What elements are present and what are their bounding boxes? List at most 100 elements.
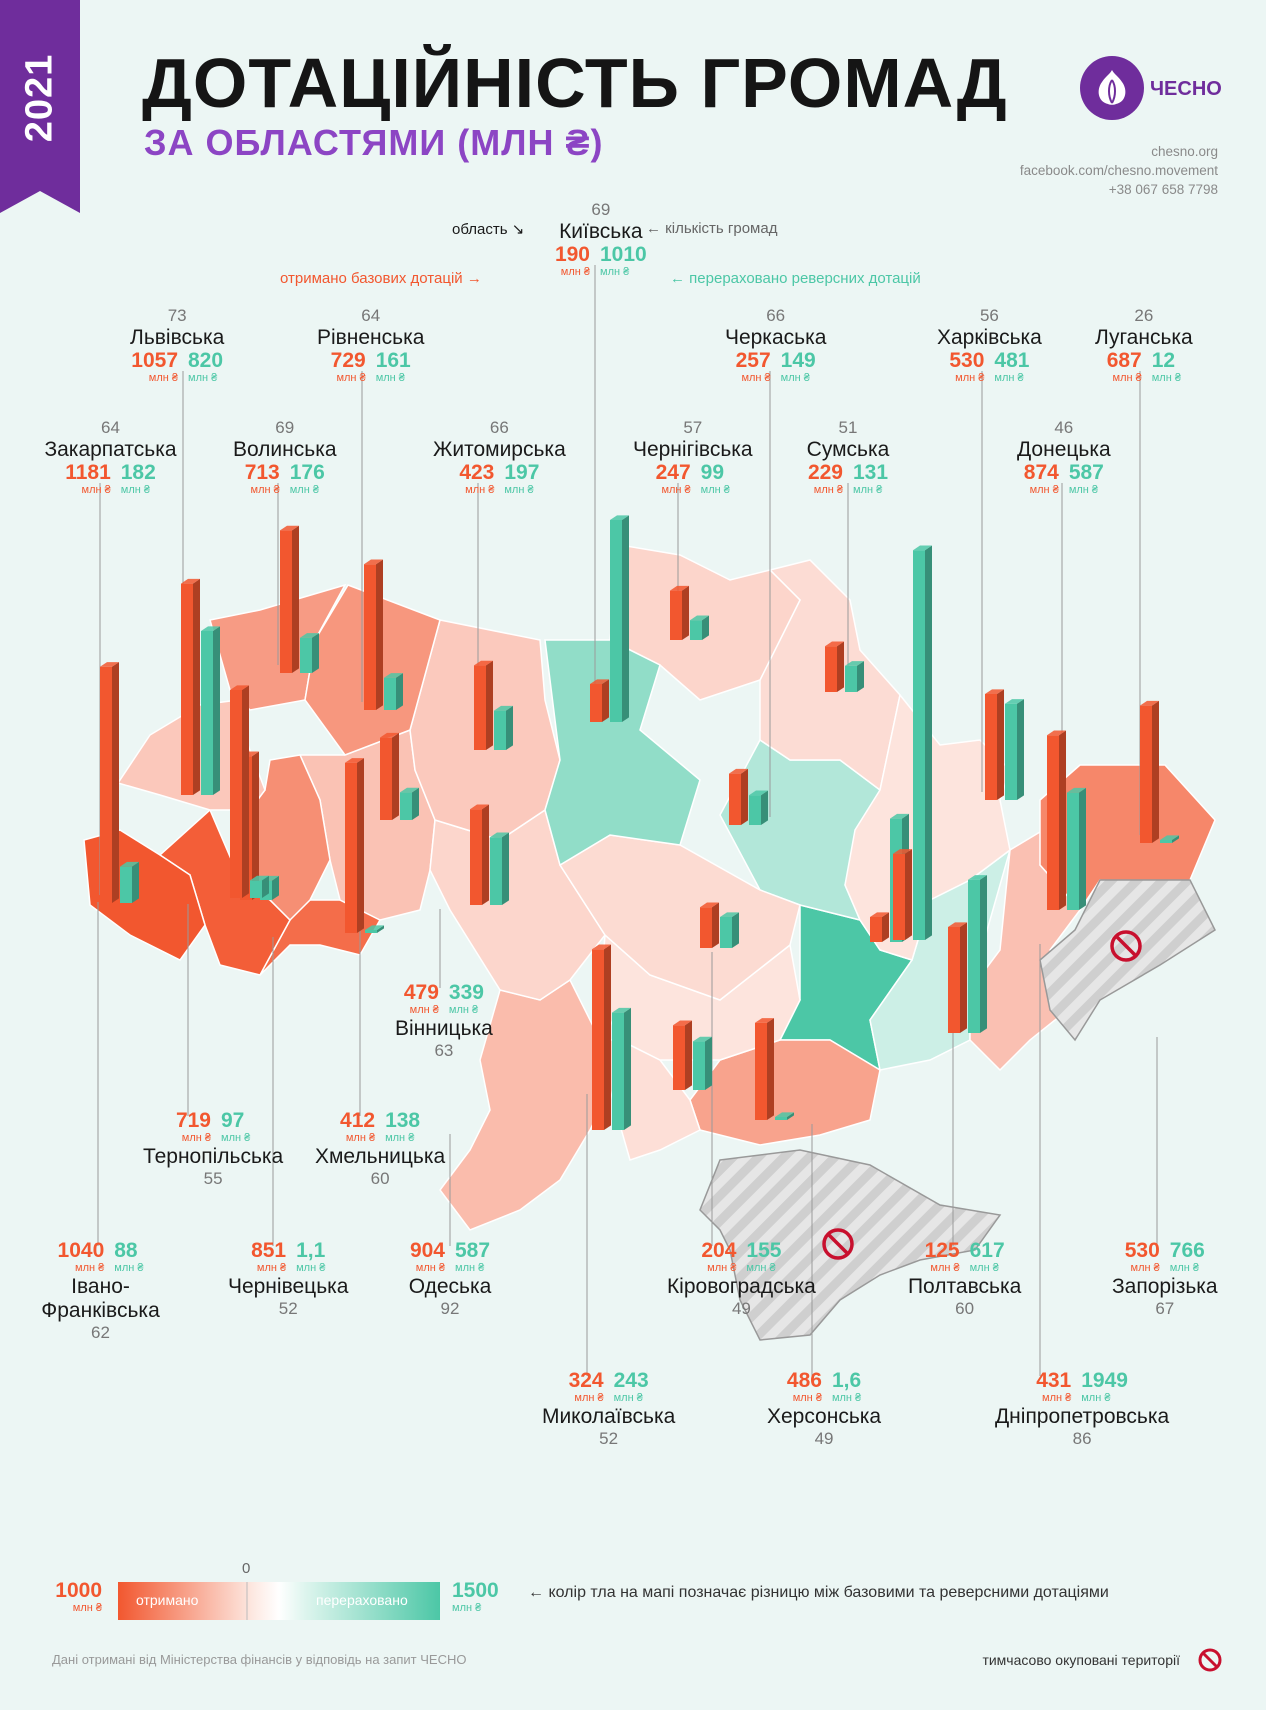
region-values: 247 млн ₴ 99 млн ₴: [633, 462, 753, 497]
base-unit: млн ₴: [574, 1392, 604, 1404]
region-label-rivnenska: 64 Рівненська 729 млн ₴ 161 млн ₴: [317, 306, 424, 385]
base-value: 423 млн ₴: [454, 462, 499, 497]
base-unit: млн ₴: [415, 1262, 445, 1274]
region-count: 92: [440, 1299, 460, 1318]
region-label-zhytomyrska: 66 Житомирська 423 млн ₴ 197 млн ₴: [433, 418, 566, 497]
reverse-value: 481 млн ₴: [989, 350, 1034, 385]
base-value: 247 млн ₴: [651, 462, 696, 497]
region-count: 60: [955, 1299, 975, 1318]
region-label-odeska: 904 млн ₴ 587 млн ₴ Одеська 92: [405, 1240, 495, 1319]
region-name: Волинська: [232, 438, 337, 461]
bar-reverse-zaporizka: [968, 875, 987, 1033]
base-value: 713 млн ₴: [240, 462, 285, 497]
reverse-unit: млн ₴: [994, 372, 1024, 384]
reverse-value: 1010 млн ₴: [595, 244, 652, 279]
bar-base-khmelnytska: [380, 732, 399, 820]
base-number: 204: [701, 1239, 737, 1262]
region-count: 56: [979, 306, 999, 325]
region-label-ivanofrankivska: 1040 млн ₴ 88 млн ₴ Івано- Франківська 62: [41, 1240, 159, 1343]
base-unit: млн ₴: [813, 484, 843, 496]
reverse-number: 176: [289, 461, 325, 484]
region-label-kharkivska: 56 Харківська 530 млн ₴ 481 млн ₴: [937, 306, 1042, 385]
bar-base-luhanska: [1140, 700, 1159, 843]
region-name: Київська: [559, 220, 643, 243]
reverse-value: 820 млн ₴: [183, 350, 228, 385]
bar-base-zakarpatska: [100, 662, 119, 903]
reverse-number: 161: [375, 349, 411, 372]
reverse-number: 1,1: [296, 1239, 326, 1262]
base-value: 125 млн ₴: [920, 1240, 965, 1275]
contact-site[interactable]: chesno.org: [1151, 144, 1218, 159]
bar-base-zhytomyrska: [474, 660, 493, 750]
region-name: Рівненська: [316, 326, 425, 349]
legend-right-value: 1500: [452, 1579, 499, 1602]
reverse-number: 155: [746, 1239, 782, 1262]
bar-base-lvivska: [181, 578, 200, 795]
base-number: 1057: [131, 349, 178, 372]
contacts: chesno.org facebook.com/chesno.movement …: [1020, 142, 1218, 199]
region-count: 63: [434, 1041, 454, 1060]
reverse-unit: млн ₴: [375, 372, 405, 384]
reverse-value: 161 млн ₴: [371, 350, 416, 385]
reverse-value: 587 млн ₴: [450, 1240, 495, 1275]
reverse-number: 197: [504, 461, 540, 484]
base-unit: млн ₴: [256, 1262, 287, 1274]
region-name: Херсонська: [766, 1405, 882, 1428]
reverse-number: 182: [120, 461, 156, 484]
region-values: 530 млн ₴ 766 млн ₴: [1112, 1240, 1218, 1275]
reverse-unit: млн ₴: [188, 372, 218, 384]
bar-reverse-donetska: [1067, 787, 1086, 910]
region-name: Миколаївська: [541, 1405, 676, 1428]
base-number: 1181: [65, 461, 111, 484]
page-title: ДОТАЦІЙНІСТЬ ГРОМАД: [142, 44, 1008, 122]
reverse-unit: млн ₴: [780, 372, 810, 384]
legend-left-value: 1000: [55, 1579, 102, 1602]
region-name: Тернопільська: [142, 1145, 284, 1168]
base-value: 687 млн ₴: [1102, 350, 1147, 385]
contact-facebook[interactable]: facebook.com/chesno.movement: [1019, 163, 1218, 178]
bar-base-chernihivska: [670, 585, 689, 640]
base-number: 530: [949, 349, 985, 372]
base-unit: млн ₴: [148, 372, 178, 384]
reverse-unit: млн ₴: [746, 1262, 776, 1274]
region-label-dnipropetrovska: 431 млн ₴ 1949 млн ₴ Дніпропетровська 86: [995, 1370, 1169, 1449]
legend-zero: 0: [242, 1560, 251, 1577]
region-label-khersonska: 486 млн ₴ 1,6 млн ₴ Херсонська 49: [767, 1370, 881, 1449]
reverse-number: 766: [1169, 1239, 1205, 1262]
leader-lines: [97, 265, 1158, 1376]
base-number: 412: [340, 1109, 376, 1132]
garlic-logo-icon: [1080, 56, 1144, 120]
base-unit: млн ₴: [1130, 1262, 1160, 1274]
base-value: 719 млн ₴: [171, 1110, 216, 1145]
bar-reverse-kyivska: [610, 515, 629, 722]
no-entry-icon: [1110, 930, 1142, 962]
year-ribbon: 2021: [0, 0, 80, 213]
base-value: 729 млн ₴: [326, 350, 371, 385]
region-values: 324 млн ₴ 243 млн ₴: [542, 1370, 675, 1405]
region-name: Полтавська: [907, 1275, 1022, 1298]
reverse-number: 131: [853, 461, 889, 484]
reverse-number: 138: [385, 1109, 421, 1132]
bars: [100, 515, 1179, 1130]
region-name: Сумська: [806, 438, 890, 461]
base-number: 257: [735, 349, 771, 372]
base-unit: млн ₴: [465, 484, 495, 496]
reverse-unit: млн ₴: [221, 1132, 251, 1144]
occupied-note: тимчасово окуповані території: [982, 1652, 1180, 1668]
contact-phone: +38 067 658 7798: [1108, 182, 1218, 197]
reverse-value: 587 млн ₴: [1064, 462, 1109, 497]
region-label-mykolaivska: 324 млн ₴ 243 млн ₴ Миколаївська 52: [542, 1370, 675, 1449]
region-values: 479 млн ₴ 339 млн ₴: [395, 982, 493, 1017]
base-number: 247: [655, 461, 691, 484]
region-name: Вінницька: [394, 1017, 493, 1040]
region-count: 52: [278, 1299, 298, 1318]
base-unit: млн ₴: [1029, 484, 1059, 496]
reverse-value: 176 млн ₴: [285, 462, 330, 497]
bar-reverse-kharkivska: [1005, 699, 1024, 800]
reverse-unit: млн ₴: [1169, 1262, 1200, 1274]
reverse-number: 243: [613, 1369, 649, 1392]
ukraine-map: [83, 544, 1216, 1341]
region-count: 60: [370, 1169, 390, 1188]
region-values: 229 млн ₴ 131 млн ₴: [803, 462, 893, 497]
base-value: 874 млн ₴: [1019, 462, 1064, 497]
